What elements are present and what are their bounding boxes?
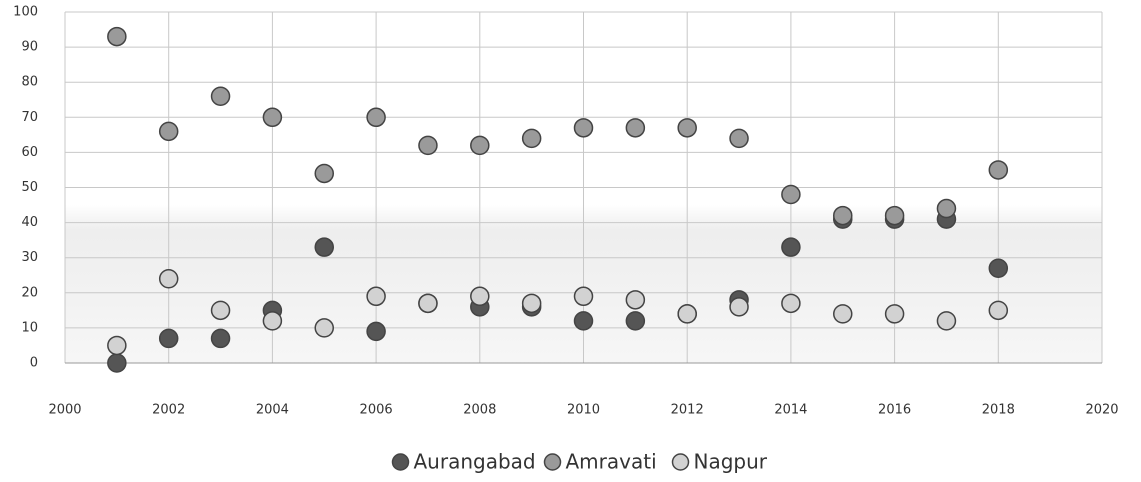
point [729, 128, 749, 149]
legend-label: Nagpur [694, 450, 768, 474]
legend-label: Amravati [566, 450, 657, 474]
point [988, 300, 1009, 321]
point [625, 311, 646, 331]
y-tick-label: 100 [13, 5, 38, 20]
point [833, 304, 853, 324]
x-tick-label: 2014 [774, 403, 807, 418]
point [625, 118, 646, 138]
x-tick-label: 2002 [152, 403, 185, 418]
x-tick-label: 2010 [567, 403, 600, 418]
y-tick-label: 90 [21, 40, 38, 55]
point [573, 118, 594, 138]
y-tick-label: 0 [30, 356, 38, 371]
point [470, 286, 490, 307]
point [314, 163, 334, 184]
point [107, 335, 127, 356]
legend-marker [543, 453, 562, 471]
legend-label: Aurangabad [414, 450, 536, 474]
point [210, 300, 231, 321]
point [470, 135, 490, 156]
point [314, 318, 334, 338]
x-tick-label: 2004 [256, 403, 289, 418]
point [366, 321, 386, 342]
x-tick-label: 2008 [463, 403, 496, 418]
x-tick-label: 2000 [48, 403, 81, 418]
point [729, 297, 749, 317]
point [833, 205, 853, 226]
x-tick-label: 2018 [982, 403, 1015, 418]
point [366, 107, 386, 128]
point [366, 286, 386, 307]
point [936, 198, 957, 219]
point [262, 311, 283, 331]
point [781, 237, 801, 257]
y-tick-label: 30 [21, 250, 38, 265]
y-tick-label: 40 [21, 215, 38, 230]
legend-marker [671, 453, 690, 471]
point [107, 353, 127, 373]
y-tick-label: 20 [21, 285, 38, 300]
point [418, 135, 438, 156]
x-tick-label: 2012 [671, 403, 704, 418]
x-tick-label: 2020 [1085, 403, 1118, 418]
point [521, 293, 542, 314]
x-tick-label: 2016 [878, 403, 911, 418]
legend-marker [391, 453, 410, 471]
point [210, 86, 231, 106]
point [573, 286, 594, 307]
point [988, 258, 1009, 278]
y-tick-label: 50 [21, 180, 38, 195]
y-tick-label: 60 [21, 145, 38, 160]
point [210, 328, 231, 349]
point [781, 184, 801, 205]
point [158, 269, 179, 289]
point [988, 160, 1009, 180]
point [884, 304, 905, 324]
point [884, 205, 905, 226]
point [781, 293, 801, 314]
point [573, 311, 594, 331]
point [521, 128, 542, 149]
point [158, 328, 179, 349]
point [936, 311, 957, 331]
x-tick-label: 2006 [360, 403, 393, 418]
y-tick-label: 10 [21, 320, 38, 335]
point [107, 26, 127, 47]
y-tick-label: 70 [21, 110, 38, 125]
point [677, 304, 697, 324]
point [158, 121, 179, 142]
point [677, 118, 697, 138]
point [625, 290, 646, 310]
point [314, 237, 334, 257]
point [262, 107, 283, 128]
point [418, 293, 438, 314]
y-tick-label: 80 [21, 75, 38, 90]
